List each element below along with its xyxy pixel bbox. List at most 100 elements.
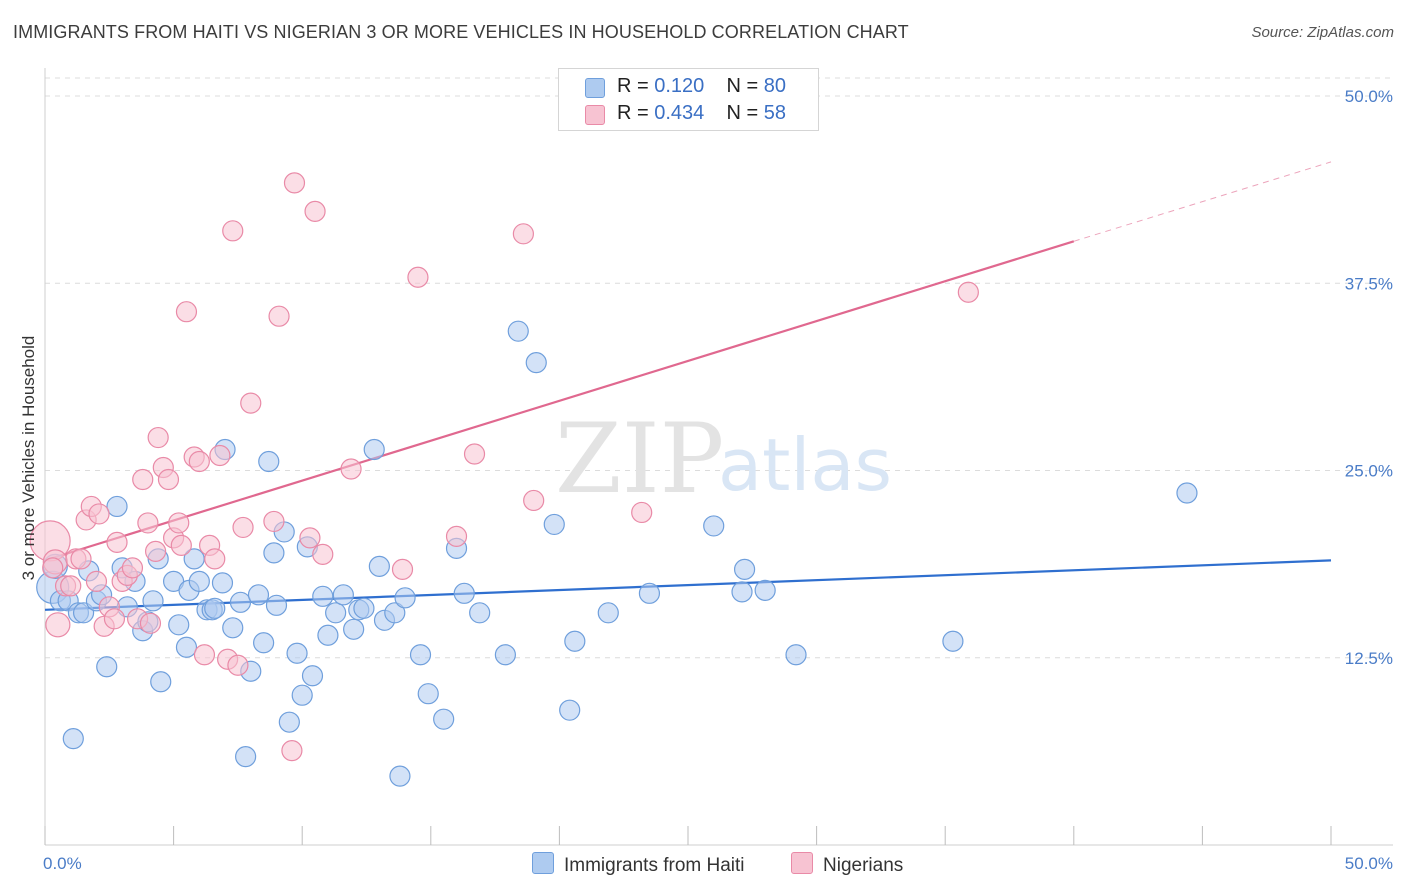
legend-n-label: N =	[726, 102, 759, 124]
nigerians-trend-line	[44, 240, 1075, 562]
legend-r-label: R =	[617, 75, 649, 97]
haiti-point	[96, 656, 118, 678]
haiti-point	[301, 665, 324, 687]
legend-r-value-nigerians: 0.434	[654, 102, 705, 124]
haiti-point	[733, 558, 756, 580]
haiti-point	[317, 624, 339, 646]
nigerian-point	[631, 501, 653, 524]
haiti-point	[469, 602, 491, 624]
nigerian-point	[340, 458, 362, 480]
haiti-point	[247, 584, 270, 606]
nigerian-point	[175, 301, 198, 323]
haiti-point	[564, 630, 586, 652]
nigerian-point	[463, 443, 486, 465]
nigerian-point	[407, 266, 429, 288]
y-axis-label: 3 or more Vehicles in Household	[19, 336, 38, 581]
haiti-point	[150, 671, 172, 693]
haiti-point	[785, 644, 807, 666]
series-haiti-points	[36, 320, 1198, 787]
legend-r-label: R =	[617, 102, 649, 124]
haiti-point	[543, 513, 565, 536]
haiti-point	[325, 602, 347, 624]
haiti-point	[265, 594, 288, 616]
haiti-point	[278, 711, 300, 733]
watermark: ZIP atlas	[555, 403, 892, 515]
nigerian-point	[268, 305, 290, 327]
haiti-point	[494, 644, 516, 666]
haiti-point	[384, 602, 406, 624]
nigerian-point	[204, 548, 226, 570]
haiti-point	[235, 746, 257, 768]
legend-n-label: N =	[726, 75, 759, 97]
haiti-point	[332, 584, 354, 606]
nigerian-point	[42, 557, 64, 579]
haiti-point	[507, 320, 529, 342]
gridlines	[45, 77, 1393, 659]
haiti-point	[142, 590, 164, 612]
haiti-point	[754, 579, 776, 601]
y-tick-label: 12.5%	[1345, 649, 1393, 668]
nigerian-point	[170, 534, 192, 557]
haiti-point	[1176, 482, 1198, 504]
nigerian-point	[283, 172, 306, 194]
haiti-point	[394, 587, 416, 609]
haiti-point	[106, 495, 128, 518]
legend-n-value-nigerians: 58	[763, 102, 787, 124]
nigerian-point	[193, 644, 216, 666]
bottom-legend-swatch-nigerians	[791, 852, 813, 874]
bottom-legend-label-nigerians: Nigerians	[823, 855, 904, 876]
nigerian-point	[232, 516, 254, 539]
y-tick-label: 37.5%	[1345, 274, 1393, 293]
nigerian-point	[121, 557, 144, 579]
nigerian-point	[137, 512, 159, 534]
chart-title: IMMIGRANTS FROM HAITI VS NIGERIAN 3 OR M…	[13, 22, 909, 42]
y-tick-label: 50.0%	[1345, 87, 1393, 106]
series-nigerians-points	[29, 172, 979, 762]
nigerian-point	[209, 444, 231, 467]
haiti-point	[638, 582, 661, 604]
haiti-point	[211, 572, 234, 594]
nigerian-point	[168, 512, 190, 534]
haiti-point	[188, 570, 210, 592]
legend-swatch-nigerians	[585, 105, 605, 125]
tick-labels: 12.5% 25.0% 37.5% 50.0% 0.0% 50.0%	[43, 87, 1393, 873]
haiti-point	[62, 728, 84, 750]
nigerian-point	[227, 654, 249, 676]
axes	[44, 68, 1393, 846]
haiti-point	[525, 352, 547, 374]
haiti-point	[204, 597, 226, 619]
nigerian-point	[445, 525, 468, 548]
haiti-point	[286, 642, 308, 664]
nigerian-point	[144, 540, 167, 562]
haiti-point	[263, 542, 285, 564]
nigerian-point	[88, 503, 110, 525]
haiti-point	[291, 684, 313, 706]
nigerian-point	[188, 450, 210, 473]
haiti-point	[597, 602, 619, 624]
haiti-point	[253, 632, 275, 654]
nigerian-point	[304, 200, 326, 222]
nigerian-point	[60, 575, 82, 597]
haiti-point	[703, 515, 725, 537]
nigerian-point	[45, 612, 71, 638]
nigerian-point	[70, 548, 92, 570]
haiti-point	[389, 765, 411, 787]
x-tick-label-min: 0.0%	[43, 854, 82, 873]
legend-r-value-haiti: 0.120	[654, 75, 705, 97]
legend-swatch-haiti	[585, 78, 605, 98]
nigerians-trend-extension	[1073, 161, 1332, 242]
bottom-legend-label-haiti: Immigrants from Haiti	[564, 855, 745, 876]
haiti-point	[363, 438, 385, 461]
haiti-point	[222, 617, 244, 639]
watermark-zip: ZIP	[555, 403, 724, 515]
haiti-point	[731, 581, 753, 603]
haiti-point	[353, 597, 375, 619]
nigerian-point	[391, 558, 414, 580]
haiti-point	[942, 630, 964, 652]
haiti-point	[417, 683, 439, 705]
haiti-point	[453, 582, 475, 604]
legend: R = 0.120 N = 80 R = 0.434 N = 58	[558, 68, 819, 131]
haiti-point	[312, 585, 334, 607]
nigerian-point	[222, 220, 244, 242]
haiti-point	[229, 591, 252, 613]
